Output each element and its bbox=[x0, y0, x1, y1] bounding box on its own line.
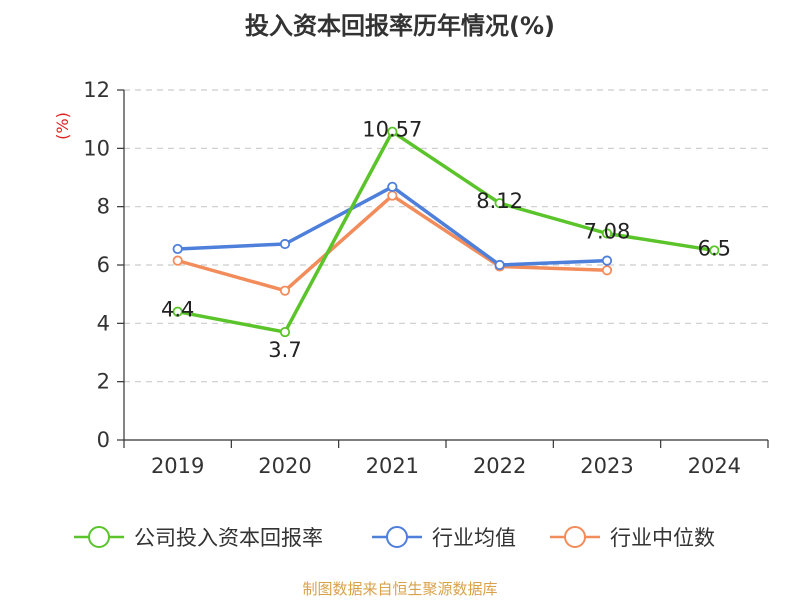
data-label-2019: 4.4 bbox=[161, 298, 194, 322]
data-labels: 4.4 3.7 10.57 8.12 7.08 6.5 bbox=[161, 118, 731, 362]
y-tick-label-0: 0 bbox=[97, 428, 110, 452]
series-layer bbox=[172, 126, 720, 338]
point-s0-2023 bbox=[601, 228, 613, 239]
x-tick-label-2020: 2020 bbox=[258, 454, 311, 478]
y-tick-label-4: 4 bbox=[97, 311, 110, 335]
data-label-2021: 10.57 bbox=[362, 118, 422, 142]
x-tick-label-2022: 2022 bbox=[473, 454, 526, 478]
point-s2-2023 bbox=[601, 265, 613, 276]
x-tick-label-2023: 2023 bbox=[580, 454, 633, 478]
x-tick-label-2021: 2021 bbox=[366, 454, 419, 478]
grid-lines bbox=[124, 89, 768, 383]
data-label-2022: 8.12 bbox=[476, 189, 523, 213]
y-tick-label-10: 10 bbox=[83, 136, 110, 160]
data-label-2024: 6.5 bbox=[698, 236, 731, 260]
data-label-2020: 3.7 bbox=[268, 338, 301, 362]
y-tick-label-2: 2 bbox=[97, 370, 110, 394]
x-tick-label-2019: 2019 bbox=[151, 454, 204, 478]
point-s0-2021 bbox=[387, 126, 398, 137]
point-s2-2021 bbox=[387, 190, 398, 201]
point-s0-2019 bbox=[172, 306, 183, 317]
y-tick-label-6: 6 bbox=[97, 253, 110, 277]
legend-marker-1 bbox=[386, 526, 408, 548]
y-tick-label-8: 8 bbox=[97, 195, 110, 219]
point-s0-2022 bbox=[494, 198, 505, 209]
series-line-2 bbox=[175, 193, 609, 293]
legend-marker-2 bbox=[564, 526, 586, 548]
point-s1-2019 bbox=[172, 243, 183, 255]
data-label-2023: 7.08 bbox=[584, 220, 631, 244]
point-s1-2022 bbox=[494, 259, 505, 271]
point-s2-2020 bbox=[279, 285, 291, 296]
point-s1-2023 bbox=[601, 255, 613, 266]
y-axis-label: (%) bbox=[53, 112, 72, 140]
legend: 公司投入资本回报率 行业均值 行业中位数 bbox=[74, 526, 715, 550]
legend-marker-0 bbox=[88, 526, 110, 548]
series-line-0 bbox=[175, 129, 717, 334]
chart-title: 投入资本回报率历年情况(%) bbox=[245, 12, 555, 40]
y-tick-label-12: 12 bbox=[83, 78, 110, 102]
legend-label-0: 公司投入资本回报率 bbox=[134, 526, 323, 550]
point-s0-2020 bbox=[279, 326, 291, 338]
axes: 0 2 4 6 8 10 12 2019 2020 2021 2022 2023 2024 bbox=[83, 78, 769, 478]
legend-label-1: 行业均值 bbox=[432, 526, 516, 550]
point-s1-2021 bbox=[387, 181, 398, 192]
point-s0-2024 bbox=[709, 245, 720, 256]
point-s2-2019 bbox=[172, 255, 183, 266]
legend-label-2: 行业中位数 bbox=[610, 526, 715, 550]
data-source-note: 制图数据来自恒生聚源数据库 bbox=[302, 580, 497, 598]
point-s1-2020 bbox=[279, 238, 291, 250]
x-tick-label-2024: 2024 bbox=[688, 454, 741, 478]
